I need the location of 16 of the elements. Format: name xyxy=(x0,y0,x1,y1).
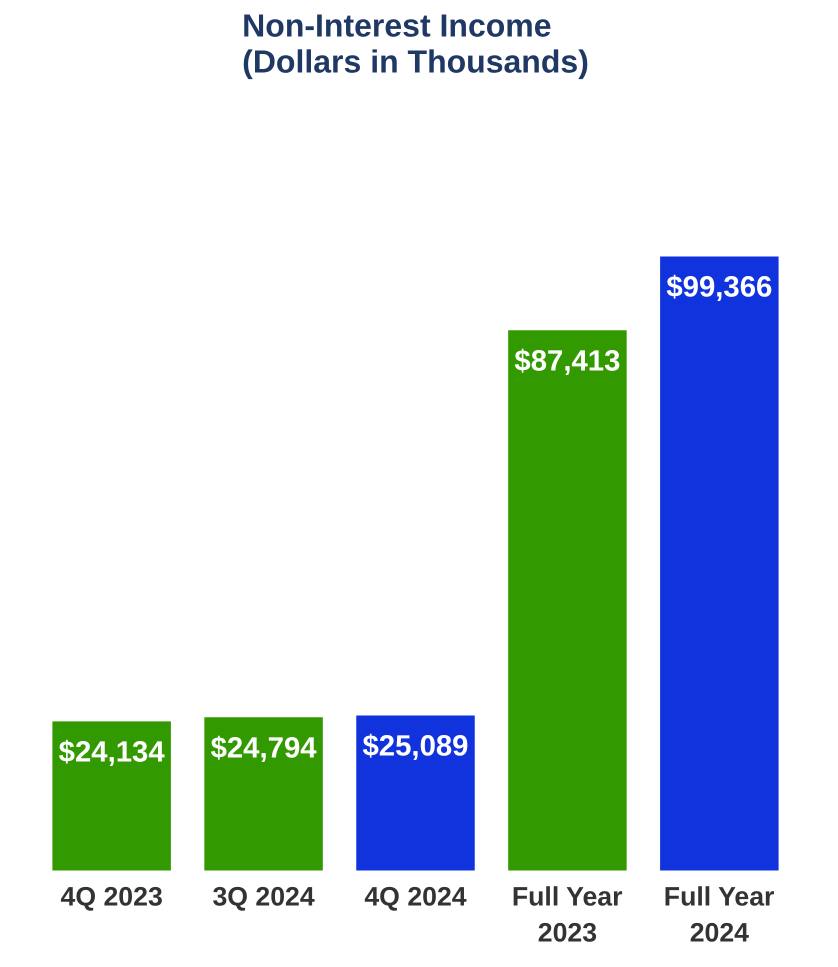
bar xyxy=(508,330,627,870)
x-tick-label: 4Q 2023 xyxy=(60,882,163,912)
data-label: $24,794 xyxy=(210,731,318,764)
data-label: $24,134 xyxy=(58,735,166,768)
data-label: $25,089 xyxy=(362,729,469,762)
bar xyxy=(356,715,475,870)
data-label: $99,366 xyxy=(666,270,772,304)
bar xyxy=(52,721,171,870)
x-tick-label: 3Q 2024 xyxy=(212,882,315,912)
x-tick-label: 4Q 2024 xyxy=(364,882,467,912)
x-tick-label: Full Year 2024 xyxy=(664,882,774,948)
data-label: $87,413 xyxy=(514,344,620,378)
x-tick-label: Full Year 2023 xyxy=(512,882,623,948)
bar xyxy=(204,717,323,870)
bar xyxy=(660,256,779,870)
chart-title: Non-Interest Income (Dollars in Thousands) xyxy=(242,8,589,80)
